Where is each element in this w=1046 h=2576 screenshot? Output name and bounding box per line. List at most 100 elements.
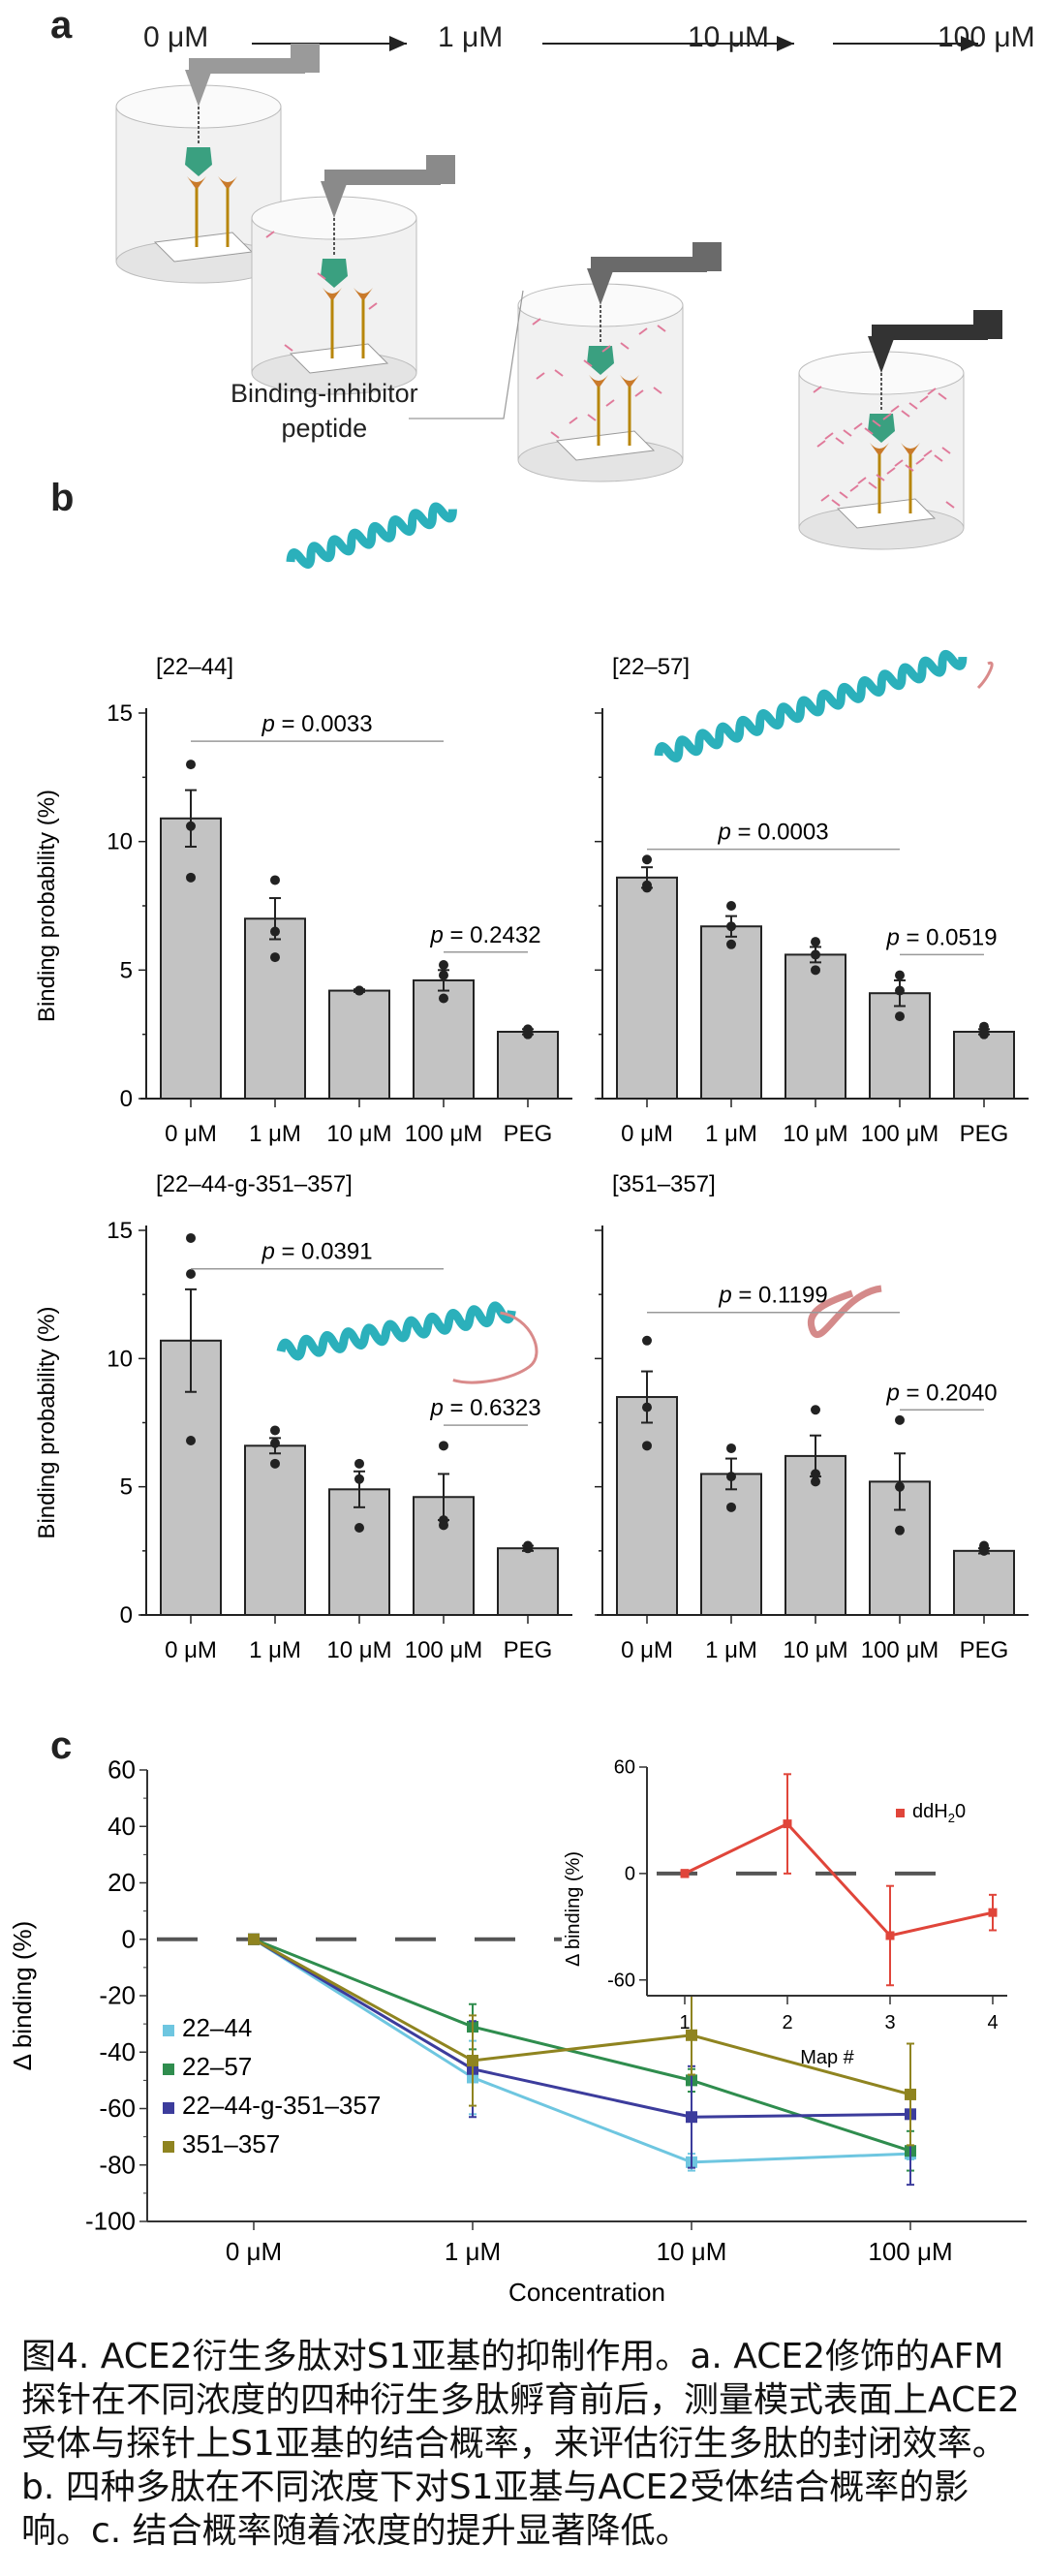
legend-label: 22–57 <box>182 2052 252 2081</box>
inhibitor-peptide <box>835 437 845 445</box>
inhibitor-peptide <box>554 369 564 377</box>
legend-label: 22–44-g-351–357 <box>182 2091 381 2120</box>
y-tick-label: -20 <box>99 1981 136 2010</box>
y-tick-label: 0 <box>120 1086 133 1112</box>
bar <box>244 917 306 1100</box>
data-point <box>895 970 905 980</box>
data-point <box>979 1545 989 1556</box>
ace2-receptor <box>354 288 373 301</box>
inhibitor-peptide <box>853 422 863 430</box>
p-value-label: p = 0.6323 <box>429 1395 540 1421</box>
bar <box>700 1473 762 1617</box>
ace2-receptor <box>620 375 639 388</box>
bar-chart-3: [351–357] 0 μM 1 μM 10 μM 100 μM PEG p = 0.119… <box>595 1171 1029 1663</box>
afm-tip <box>185 70 212 107</box>
figure-caption: 图4. ACE2衍生多肽对S1亚基的抑制作用。a. ACE2修饰的AFM探针在不… <box>21 2337 1020 2551</box>
data-point <box>354 1523 364 1534</box>
data-point <box>642 880 652 890</box>
x-tick-label: 1 μM <box>249 1637 301 1663</box>
x-tick-label: 1 μM <box>705 1121 757 1147</box>
inhibitor-peptide <box>868 481 877 489</box>
inhibitor-peptide <box>905 464 914 472</box>
p-value-label: p = 0.0391 <box>261 1239 372 1265</box>
x-tick-label: 10 μM <box>783 1121 847 1147</box>
data-marker <box>680 1869 690 1878</box>
beaker-3 <box>798 310 1002 550</box>
concentration-100: 100 μM <box>938 21 1035 53</box>
data-point <box>270 952 280 963</box>
inhibitor-peptide <box>653 387 662 394</box>
inhibitor-peptide <box>284 344 293 352</box>
inhibitor-peptide <box>938 392 947 400</box>
afm-cantilever <box>324 170 441 185</box>
data-point <box>979 1029 989 1040</box>
x-tick-label: 10 μM <box>657 2237 727 2266</box>
panel-b-label: b <box>50 477 75 519</box>
callout-line-2: peptide <box>281 414 368 443</box>
afm-cantilever <box>591 257 707 272</box>
data-point <box>523 1029 533 1040</box>
data-marker <box>686 2029 697 2041</box>
coil-tail <box>976 661 994 690</box>
afm-holder <box>291 44 320 73</box>
afm-holder <box>973 310 1002 339</box>
peptide-helix-structure <box>276 1301 538 1384</box>
y-tick-label: 40 <box>108 1812 136 1841</box>
y-tick-label: 0 <box>120 1602 133 1629</box>
legend-label: ddH20 <box>912 1801 966 1825</box>
inhibitor-peptide <box>876 474 885 481</box>
inhibitor-peptide <box>583 359 593 367</box>
data-point <box>895 1481 905 1492</box>
chart-title: [22–44] <box>156 654 233 680</box>
x-tick-label: 0 μM <box>165 1637 217 1663</box>
data-point <box>270 875 280 885</box>
inhibitor-peptide <box>816 440 826 448</box>
helix-ribbon <box>276 1301 516 1361</box>
data-point <box>354 1458 364 1469</box>
data-point <box>439 993 448 1004</box>
data-point <box>270 1425 280 1436</box>
ace2-receptor <box>323 288 342 301</box>
inhibitor-peptide <box>831 499 841 507</box>
data-point <box>354 985 364 996</box>
bar <box>497 1547 559 1616</box>
y-tick-label: 60 <box>614 1757 635 1779</box>
data-point <box>270 1458 280 1469</box>
data-point <box>895 1525 905 1536</box>
afm-schematic <box>115 36 1002 1384</box>
coil-tail <box>452 1311 538 1384</box>
data-point <box>811 1469 820 1479</box>
x-tick-label: 100 μM <box>405 1637 483 1663</box>
data-point <box>439 1520 448 1531</box>
bar <box>953 1549 1015 1617</box>
data-point <box>523 1543 533 1554</box>
beaker-1 <box>251 155 455 395</box>
concentration-0: 0 μM <box>143 21 209 53</box>
inhibitor-peptide <box>317 272 326 280</box>
data-point <box>811 949 820 960</box>
afm-cantilever <box>189 58 305 74</box>
x-tick-label: 10 μM <box>326 1121 391 1147</box>
y-tick-label: -40 <box>99 2037 136 2066</box>
inhibitor-peptide <box>587 414 597 421</box>
x-tick-label: 100 μM <box>405 1121 483 1147</box>
x-tick-label: 1 <box>679 2012 690 2033</box>
concentration-10: 10 μM <box>688 21 769 53</box>
y-axis-label: Δ binding (%) <box>563 1851 584 1967</box>
data-point <box>726 1443 736 1453</box>
panel-a-label: a <box>50 4 73 47</box>
s1-subunit <box>321 259 348 288</box>
data-marker <box>686 2111 697 2124</box>
inhibitor-peptide <box>550 431 560 439</box>
inhibitor-peptide <box>894 459 904 467</box>
afm-tip <box>868 336 895 373</box>
x-tick-label: PEG <box>960 1121 1009 1147</box>
y-tick-label: -80 <box>99 2150 136 2179</box>
inhibitor-peptide <box>849 484 859 492</box>
data-point <box>895 1011 905 1022</box>
bar <box>616 876 678 1101</box>
legend-label: 22–44 <box>182 2013 252 2042</box>
data-point <box>439 970 448 980</box>
